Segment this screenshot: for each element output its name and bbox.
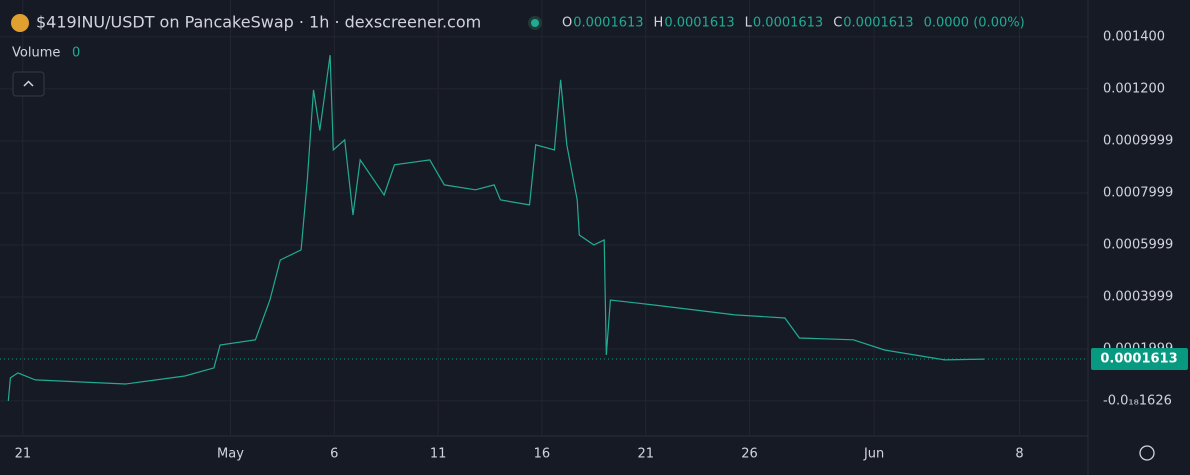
ohlc-value: 0.0001613	[753, 16, 823, 31]
ohlc-value: 0.0001613	[843, 16, 913, 31]
last-price-label: 0.0001613	[1100, 351, 1177, 366]
y-tick-label: 0.0009999	[1103, 133, 1173, 148]
x-tick-label: 6	[330, 447, 338, 462]
y-tick-label: 0.0003999	[1103, 289, 1173, 304]
ohlc-key: H	[654, 16, 664, 31]
x-tick-label: May	[217, 447, 244, 462]
volume-label: Volume	[12, 46, 60, 61]
x-tick-label: 26	[741, 447, 758, 462]
x-tick-label: 21	[637, 447, 654, 462]
ohlc-key: L	[745, 16, 753, 31]
x-tick-label: 8	[1015, 447, 1023, 462]
ohlc-value: 0.0001613	[664, 16, 734, 31]
y-tick-label: -0.0₁₈1626	[1103, 393, 1172, 408]
grid	[0, 0, 1088, 435]
token-icon	[11, 14, 29, 32]
ohlc-key: O	[562, 16, 572, 31]
ohlc-key: C	[833, 16, 842, 31]
y-tick-label: 0.0005999	[1103, 237, 1173, 252]
price-line	[7, 55, 985, 401]
chart-title: $419INU/USDT on PancakeSwap · 1h · dexsc…	[36, 13, 481, 32]
last-price-box	[1091, 347, 1188, 370]
y-tick-label: 0.0007999	[1103, 185, 1173, 200]
settings-button[interactable]	[1139, 445, 1155, 461]
change: 0.0000 (0.00%)	[924, 16, 1025, 31]
y-tick-label: 0.001200	[1103, 81, 1165, 96]
x-tick-label: 16	[534, 447, 551, 462]
y-tick-label: 0.001400	[1103, 29, 1165, 44]
x-tick-label: 21	[15, 447, 32, 462]
collapse-icon	[23, 80, 34, 87]
x-tick-label: 11	[430, 447, 447, 462]
status-dot	[531, 19, 539, 27]
volume-value: 0	[72, 46, 80, 61]
ohlc-value: 0.0001613	[573, 16, 643, 31]
x-tick-label: Jun	[863, 447, 884, 462]
collapse-button[interactable]	[12, 71, 45, 97]
